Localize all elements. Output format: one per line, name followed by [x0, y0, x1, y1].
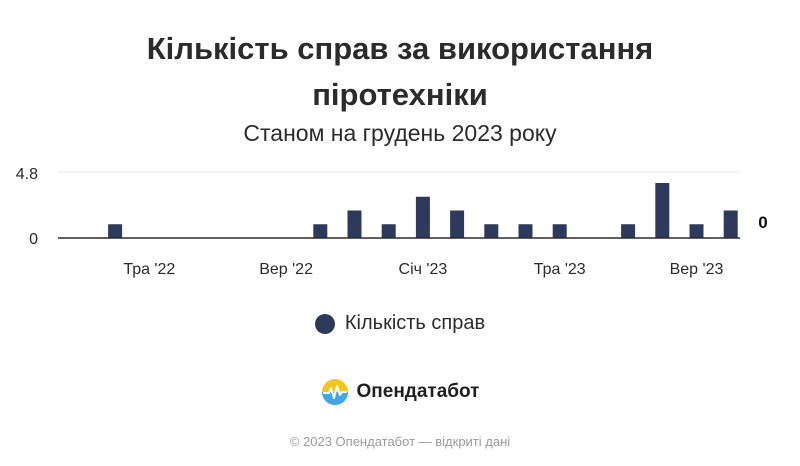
- bar: [689, 224, 704, 238]
- legend[interactable]: Кількість справ: [0, 312, 800, 335]
- bar: [621, 224, 636, 238]
- footer-copyright: © 2023 Опендатабот — відкриті дані: [289, 434, 511, 449]
- y-tick-label: 4.8: [16, 166, 38, 183]
- chart-title-line-2: піротехніки: [312, 77, 488, 112]
- bar: [347, 210, 362, 238]
- bar: [450, 210, 465, 238]
- bar: [518, 224, 533, 238]
- brand-name: Опендатабот: [356, 381, 480, 402]
- brand: Опендатабот: [0, 378, 800, 406]
- legend-label: Кількість справ: [344, 312, 486, 334]
- y-tick-label: 0: [29, 231, 38, 248]
- bar: [484, 224, 499, 238]
- bar-chart: 4.8 0 Тра '22 Вер '22 Січ '23 Тра '23 Вер '23 0: [16, 166, 768, 278]
- bar: [723, 210, 738, 238]
- legend-swatch-icon: [314, 313, 335, 334]
- bar: [313, 224, 328, 238]
- x-tick-label: Вер '23: [670, 261, 724, 278]
- bar: [108, 224, 123, 238]
- bar: [655, 183, 670, 238]
- last-value-label: 0: [758, 213, 767, 232]
- bar: [552, 224, 567, 238]
- bar: [415, 196, 430, 238]
- chart-title-line-1: Кількість справ за використання: [146, 31, 654, 66]
- chart-subtitle: Станом на грудень 2023 року: [243, 120, 557, 146]
- x-tick-label: Тра '23: [534, 261, 586, 278]
- x-tick-label: Тра '22: [123, 261, 175, 278]
- bar: [381, 224, 396, 238]
- x-tick-label: Січ '23: [399, 261, 448, 278]
- x-tick-label: Вер '22: [259, 261, 313, 278]
- opendatabot-logo-icon: [321, 379, 348, 405]
- chart-title: Кількість справ за використання піротехн…: [0, 26, 800, 118]
